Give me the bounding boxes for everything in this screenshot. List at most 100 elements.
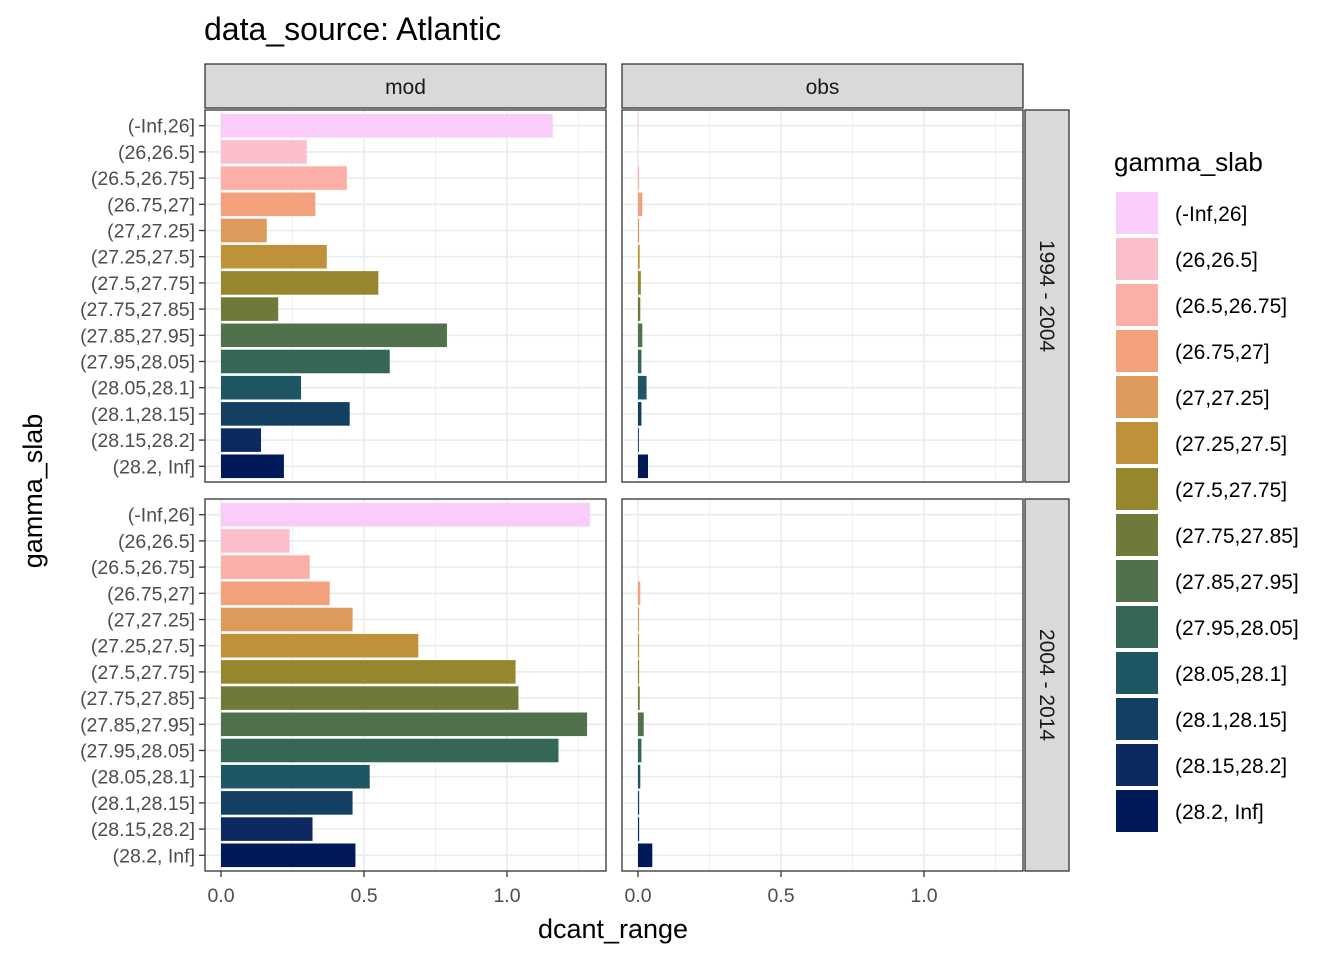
y-tick-label: (28.05,28.1]	[91, 378, 195, 400]
bar	[638, 454, 649, 479]
bar	[221, 297, 279, 321]
legend-swatch	[1116, 790, 1158, 832]
legend-swatch	[1116, 698, 1158, 740]
bar	[221, 581, 330, 606]
panel-obs-1: 0.0 0.5 1.0	[621, 498, 1024, 907]
legend-swatch	[1116, 514, 1158, 556]
bar	[638, 791, 640, 815]
y-tick-label: (28.1,28.15]	[91, 793, 195, 815]
legend-swatch	[1116, 468, 1158, 510]
legend-swatch	[1116, 560, 1158, 602]
x-tick-label: 0.0	[624, 885, 651, 907]
legend-swatch	[1116, 238, 1158, 280]
panel-border	[204, 498, 607, 872]
bar	[638, 686, 640, 710]
bar	[221, 712, 588, 737]
legend-swatch	[1116, 744, 1158, 786]
panel-mod-1: (-Inf,26] (26,26.5] (26.5,26.75] (26.75,27]…	[80, 498, 607, 907]
panel-border	[621, 109, 1024, 483]
y-tick-label: (27,27.25]	[107, 221, 195, 243]
y-tick-label: (27.75,27.85]	[80, 299, 195, 321]
x-tick-label: 0.5	[767, 885, 794, 907]
bar	[221, 244, 327, 269]
y-tick-label: (-Inf,26]	[128, 505, 195, 527]
bar	[221, 166, 347, 190]
bar	[638, 244, 640, 269]
panel-border	[204, 109, 607, 483]
legend-label: (28.05,28.1]	[1175, 663, 1287, 686]
bar	[638, 581, 641, 606]
bar	[221, 529, 290, 553]
bar	[638, 192, 643, 217]
y-tick-label: (28.15,28.2]	[91, 819, 195, 841]
y-tick-label: (27.25,27.5]	[91, 247, 195, 269]
legend-label: (26.5,26.75]	[1175, 295, 1287, 318]
row-strip	[1024, 109, 1070, 483]
legend-label: (26.75,27]	[1175, 341, 1270, 364]
bar	[221, 454, 284, 479]
y-tick-label: (27,27.25]	[107, 610, 195, 632]
legend-swatch	[1116, 422, 1158, 464]
bar	[221, 271, 379, 295]
bar	[221, 113, 553, 138]
bar	[221, 349, 390, 374]
y-tick-label: (26.5,26.75]	[91, 168, 195, 190]
y-tick-label: (27.5,27.75]	[91, 662, 195, 684]
bar	[221, 192, 316, 217]
x-tick-label: 1.0	[910, 885, 937, 907]
row-strip	[1024, 498, 1070, 872]
bar	[221, 686, 519, 710]
legend-swatch	[1116, 376, 1158, 418]
bar	[221, 218, 267, 243]
y-tick-label: (27.25,27.5]	[91, 636, 195, 658]
x-tick-label: 1.0	[493, 885, 520, 907]
bar	[221, 791, 353, 815]
y-tick-label: (27.95,28.05]	[80, 740, 195, 762]
bar	[221, 375, 302, 400]
legend-label: (27.25,27.5]	[1175, 433, 1287, 456]
bar	[638, 843, 653, 868]
bar	[638, 712, 644, 737]
panel-obs-0	[621, 109, 1024, 483]
bar	[638, 271, 641, 295]
row-strip-label: 2004 - 2014	[1035, 629, 1058, 741]
row-strip-label: 1994 - 2004	[1035, 240, 1058, 352]
y-tick-label: (26,26.5]	[118, 531, 195, 553]
legend-label: (27.95,28.05]	[1175, 617, 1299, 640]
legend-title: gamma_slab	[1114, 147, 1263, 177]
bar	[638, 764, 641, 789]
x-tick-label: 0.0	[207, 885, 234, 907]
y-tick-label: (26,26.5]	[118, 142, 195, 164]
y-tick-label: (28.05,28.1]	[91, 767, 195, 789]
legend-label: (27.5,27.75]	[1175, 479, 1287, 502]
y-tick-label: (26.75,27]	[107, 583, 195, 605]
panels-layer: mod obs 1994 - 2004 2004 - 2014 (-Inf,26] (26…	[80, 63, 1070, 907]
bar	[221, 633, 419, 658]
bar	[221, 738, 559, 763]
legend-swatch	[1116, 606, 1158, 648]
bar	[221, 607, 353, 632]
y-tick-label: (27.95,28.05]	[80, 351, 195, 373]
bar	[221, 660, 516, 684]
legend-label: (27.85,27.95]	[1175, 571, 1299, 594]
legend-label: (28.15,28.2]	[1175, 755, 1287, 778]
bar	[638, 633, 640, 658]
y-tick-label: (27.75,27.85]	[80, 688, 195, 710]
legend-label: (27.75,27.85]	[1175, 525, 1299, 548]
y-tick-label: (26.5,26.75]	[91, 557, 195, 579]
col-strip-label: obs	[806, 76, 840, 99]
bar	[638, 166, 640, 190]
legend-label: (27,27.25]	[1175, 387, 1270, 410]
y-tick-label: (28.2, Inf]	[113, 845, 195, 867]
bar	[638, 738, 642, 763]
col-strip-label: mod	[385, 76, 426, 99]
chart-title: data_source: Atlantic	[204, 11, 501, 47]
bar	[221, 817, 313, 841]
bar	[221, 843, 356, 868]
y-tick-label: (27.85,27.95]	[80, 714, 195, 736]
panel-mod-0: (-Inf,26] (26,26.5] (26.5,26.75] (26.75,27]…	[80, 109, 607, 483]
y-tick-label: (28.2, Inf]	[113, 456, 195, 478]
bar	[221, 555, 310, 579]
bar	[638, 607, 640, 632]
